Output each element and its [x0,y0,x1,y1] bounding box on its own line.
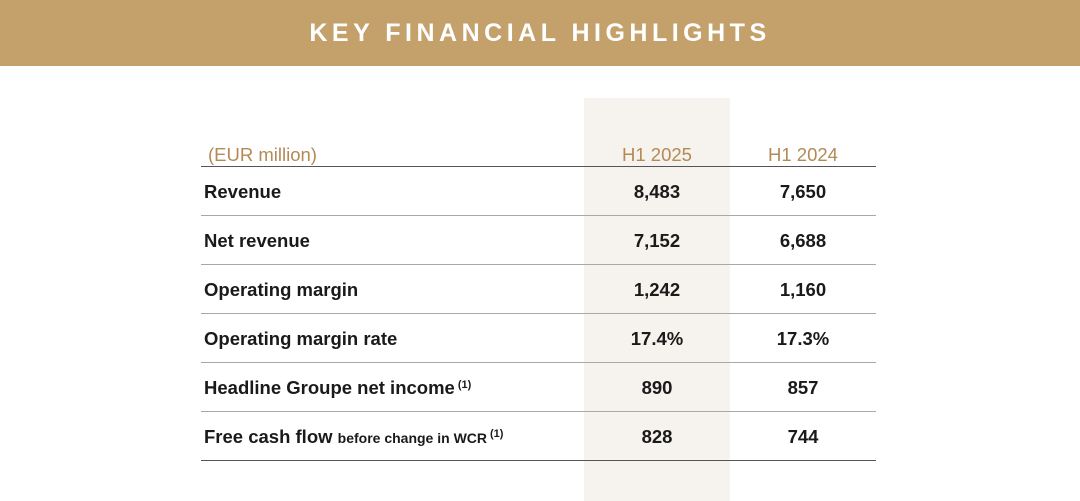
current-period-highlight [584,98,730,501]
row-label: Headline Groupe net income [204,377,455,398]
row-label-qualifier: before change in WCR [337,430,488,446]
value-h1-2024: 1,160 [779,279,827,300]
row-label: Operating margin [204,279,359,300]
value-h1-2025: 828 [641,426,673,447]
table-row-operating-margin: Operating margin 1,242 1,160 [201,265,876,314]
column-header-h1-2025: H1 2025 [622,144,692,165]
header-banner: KEY FINANCIAL HIGHLIGHTS [0,0,1080,66]
footnote-marker: (1) [490,428,504,440]
row-label-container: Free cash flow before change in WCR (1) [204,426,503,448]
value-h1-2025: 1,242 [633,279,681,300]
row-label: Operating margin rate [204,328,398,349]
table-row-revenue: Revenue 8,483 7,650 [201,167,876,216]
value-h1-2024: 6,688 [779,230,827,251]
value-h1-2024: 744 [787,426,819,447]
table-row-free-cash-flow: Free cash flow before change in WCR (1) 8… [201,412,876,461]
financial-highlights-table: (EUR million) H1 2025 H1 2024 Revenue 8,… [201,140,876,461]
row-label: Free cash flow [204,426,333,447]
value-h1-2024: 17.3% [776,328,830,349]
unit-label: (EUR million) [208,144,317,165]
value-h1-2025: 7,152 [633,230,681,251]
table-row-net-revenue: Net revenue 7,152 6,688 [201,216,876,265]
value-h1-2024: 7,650 [779,181,827,202]
value-h1-2025: 17.4% [630,328,684,349]
row-label: Revenue [204,181,282,202]
value-h1-2024: 857 [787,377,819,398]
footnote-marker: (1) [457,379,472,391]
column-header-h1-2024: H1 2024 [768,144,838,165]
table-row-headline-net-income: Headline Groupe net income (1) 890 857 [201,363,876,412]
row-label: Net revenue [204,230,310,251]
value-h1-2025: 8,483 [633,181,681,202]
row-label-container: Headline Groupe net income (1) [204,377,471,399]
page-title: KEY FINANCIAL HIGHLIGHTS [309,18,771,47]
table-header: (EUR million) H1 2025 H1 2024 [201,140,876,167]
value-h1-2025: 890 [641,377,673,398]
table-row-operating-margin-rate: Operating margin rate 17.4% 17.3% [201,314,876,363]
